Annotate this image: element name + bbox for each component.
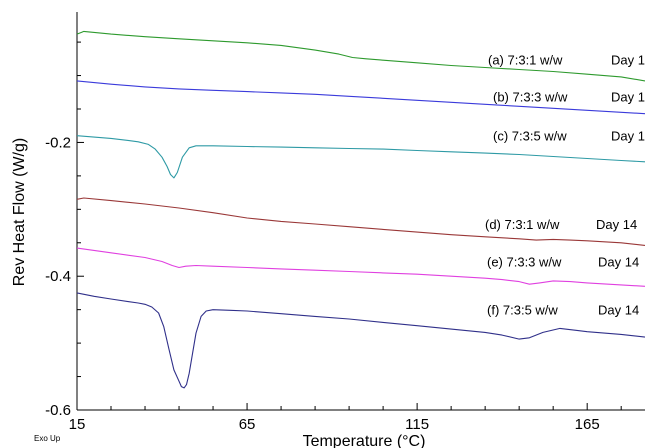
series-day-label-c: Day 1 xyxy=(611,128,645,143)
x-axis-title: Temperature (°C) xyxy=(303,433,426,448)
series-line-f xyxy=(76,292,645,389)
series-day-label-d: Day 14 xyxy=(596,217,637,232)
series-day-label-e: Day 14 xyxy=(598,254,639,269)
series-day-label-a: Day 1 xyxy=(611,52,645,67)
x-tick-label: 65 xyxy=(239,416,256,433)
series-label-c: (c) 7:3:5 w/w xyxy=(493,128,567,143)
x-tick-label: 15 xyxy=(69,416,86,433)
series-line-d xyxy=(76,197,645,246)
series-layer xyxy=(76,30,645,389)
y-tick-label: -0.2 xyxy=(45,134,71,151)
axes xyxy=(76,12,645,411)
series-labels: (a) 7:3:1 w/w Day 1 (b) 7:3:3 w/w Day 1 (c) … xyxy=(485,52,645,317)
y-tick-label: -0.6 xyxy=(45,402,71,419)
series-day-label-f: Day 14 xyxy=(598,303,639,318)
y-axis-title: Rev Heat Flow (W/g) xyxy=(11,138,28,286)
x-tick-label: 165 xyxy=(575,416,600,433)
exo-up-label: Exo Up xyxy=(34,434,61,443)
x-ticks: 15 65 115 165 xyxy=(69,403,622,433)
series-label-b: (b) 7:3:3 w/w xyxy=(493,89,568,104)
y-ticks: -0.2 -0.4 -0.6 xyxy=(45,41,84,419)
series-label-f: (f) 7:3:5 w/w xyxy=(487,303,558,318)
series-line-a xyxy=(76,30,645,82)
x-tick-label: 115 xyxy=(405,416,429,433)
series-line-e xyxy=(76,247,645,287)
series-label-a: (a) 7:3:1 w/w xyxy=(488,52,563,67)
y-tick-label: -0.4 xyxy=(45,268,71,285)
series-label-d: (d) 7:3:1 w/w xyxy=(485,217,560,232)
series-line-c xyxy=(76,135,645,179)
series-label-e: (e) 7:3:3 w/w xyxy=(487,254,562,269)
series-line-b xyxy=(76,80,645,115)
series-day-label-b: Day 1 xyxy=(611,89,645,104)
